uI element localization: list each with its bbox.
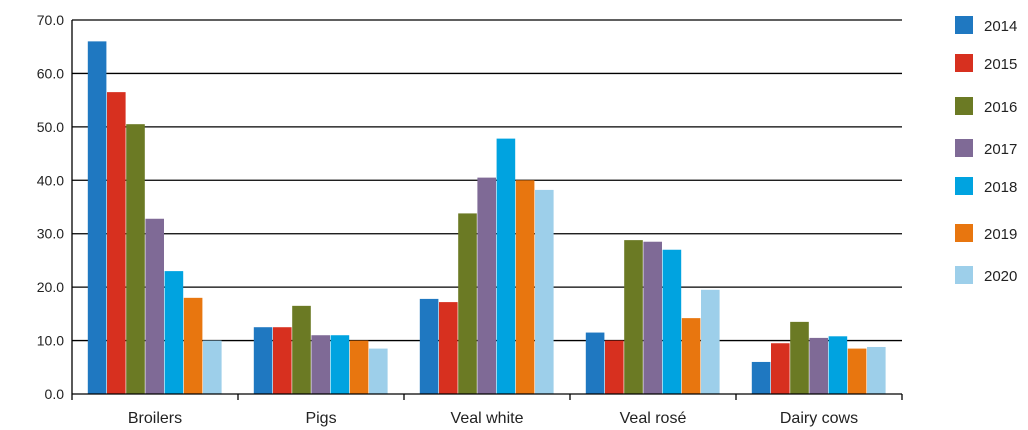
bar-2020-0 [203,340,222,394]
legend-label: 2019 [984,226,1017,243]
legend-label: 2014 [984,18,1017,35]
legend-label: 2017 [984,141,1017,158]
bar-2019-3 [681,318,701,394]
legend-label: 2020 [984,268,1017,285]
bar-2017-1 [311,335,330,394]
bar-2016-0 [126,124,145,394]
bar-2016-1 [292,305,311,394]
legend-swatch-2017 [955,139,973,157]
bar-2017-2 [477,177,496,394]
y-tick-label: 50.0 [37,119,64,135]
bar-2018-2 [496,138,516,394]
bar-2014-1 [253,327,273,394]
bar-2018-4 [828,336,848,394]
legend-swatch-2020 [955,266,973,284]
y-tick-label: 0.0 [45,386,65,402]
bar-2020-3 [701,289,720,394]
bar-2019-2 [515,180,535,394]
bar-2014-3 [585,332,605,394]
legend-label: 2016 [984,99,1017,116]
bar-2014-0 [87,41,107,394]
bar-2015-4 [771,343,790,394]
bar-2015-2 [439,302,458,394]
y-tick-label: 70.0 [37,12,64,28]
category-label: Broilers [128,410,182,427]
bar-2014-4 [751,361,771,394]
category-label: Pigs [305,410,336,427]
category-label: Dairy cows [780,410,858,427]
bar-2014-2 [419,298,439,394]
bar-2020-2 [535,189,554,394]
bar-2018-0 [164,271,184,394]
legend-swatch-2014 [955,16,973,34]
bar-2020-4 [867,346,886,394]
y-tick-label: 40.0 [37,172,64,188]
bar-2017-3 [643,241,662,394]
legend-swatch-2016 [955,97,973,115]
bar-2020-1 [369,348,388,394]
y-tick-label: 20.0 [37,279,64,295]
bar-2015-3 [605,340,624,394]
legend-label: 2015 [984,56,1017,73]
bar-2018-3 [662,249,682,394]
bar-2016-4 [790,321,809,394]
category-label: Veal white [451,410,524,427]
y-tick-label: 60.0 [37,65,64,81]
legend-swatch-2015 [955,54,973,72]
category-label: Veal rosé [620,410,687,427]
axes [71,20,903,400]
bar-2017-0 [145,218,164,394]
bar-2017-4 [809,337,828,394]
legend-label: 2018 [984,179,1017,196]
legend: 2014 2015 2016 2017 2018 2019 2020 [955,16,1017,285]
bar-2015-0 [107,92,126,394]
bars [87,41,886,394]
y-tick-label: 10.0 [37,333,64,349]
category-labels: Broilers Pigs Veal white Veal rosé Dairy cow… [128,410,858,427]
bar-2018-1 [330,335,350,394]
y-axis-tick-labels: 0.0 10.0 20.0 30.0 40.0 50.0 60.0 70.0 [37,12,64,402]
bar-2019-0 [183,297,203,394]
bar-2016-3 [624,240,643,394]
bar-2019-4 [847,348,867,394]
legend-swatch-2019 [955,224,973,242]
bar-2015-1 [273,327,292,394]
y-tick-label: 30.0 [37,226,64,242]
bar-2019-1 [349,340,369,394]
legend-swatch-2018 [955,177,973,195]
bar-2016-2 [458,213,477,394]
